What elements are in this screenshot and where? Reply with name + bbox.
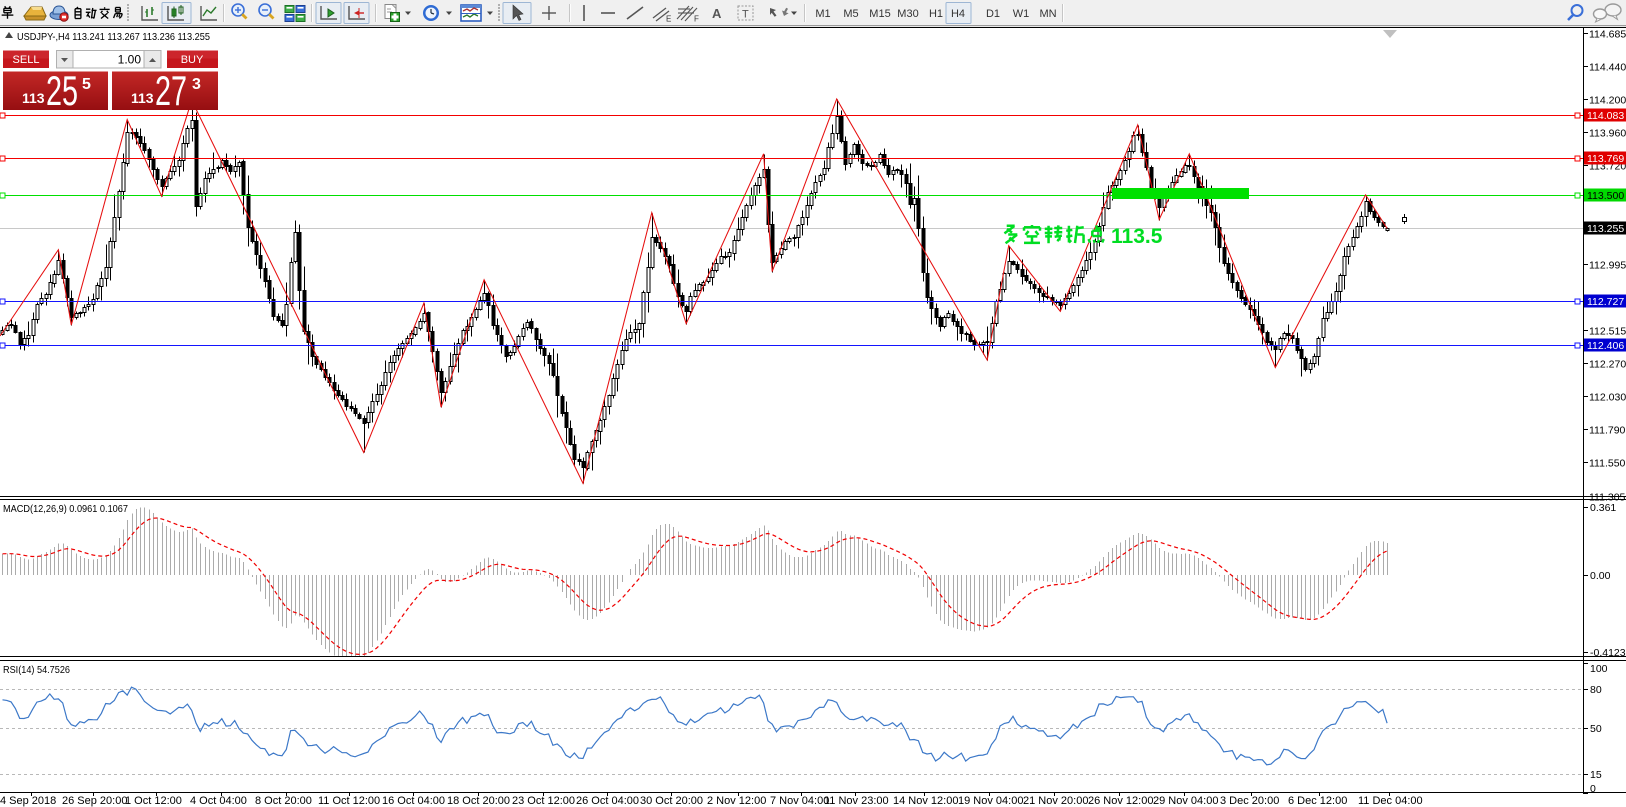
svg-text:29 Nov 04:00: 29 Nov 04:00	[1153, 795, 1218, 807]
svg-text:M30: M30	[897, 8, 918, 20]
svg-text:114.200: 114.200	[1589, 95, 1626, 107]
svg-text:0: 0	[1590, 783, 1596, 795]
svg-text:111.550: 111.550	[1589, 458, 1626, 470]
svg-text:USDJPY-,H4 113.241 113.267 11: USDJPY-,H4 113.241 113.267 113.236 113.2…	[17, 31, 210, 43]
svg-text:MACD(12,26,9) 0.0961 0.1067: MACD(12,26,9) 0.0961 0.1067	[3, 503, 128, 515]
svg-text:5: 5	[82, 76, 91, 93]
svg-text:26 Nov 12:00: 26 Nov 12:00	[1088, 795, 1153, 807]
svg-text:26 Oct 04:00: 26 Oct 04:00	[576, 795, 639, 807]
svg-text:112.270: 112.270	[1589, 359, 1626, 371]
svg-text:4 Sep 2018: 4 Sep 2018	[0, 795, 56, 807]
svg-text:14 Nov 12:00: 14 Nov 12:00	[893, 795, 958, 807]
svg-text:21 Nov 20:00: 21 Nov 20:00	[1023, 795, 1088, 807]
svg-text:H1: H1	[929, 8, 943, 20]
svg-text:15: 15	[1590, 769, 1602, 781]
svg-text:6 Dec 12:00: 6 Dec 12:00	[1288, 795, 1347, 807]
svg-text:27: 27	[155, 67, 187, 114]
svg-text:26 Sep 20:00: 26 Sep 20:00	[62, 795, 127, 807]
svg-text:50: 50	[1590, 723, 1602, 735]
svg-text:30 Oct 20:00: 30 Oct 20:00	[640, 795, 703, 807]
svg-text:113.960: 113.960	[1589, 128, 1626, 140]
svg-text:112.995: 112.995	[1589, 260, 1626, 272]
svg-text:100: 100	[1590, 663, 1608, 675]
svg-text:18 Oct 20:00: 18 Oct 20:00	[447, 795, 510, 807]
svg-text:11 Dec 04:00: 11 Dec 04:00	[1358, 795, 1423, 807]
svg-text:25: 25	[46, 67, 78, 114]
svg-text:112.515: 112.515	[1589, 326, 1626, 338]
svg-text:113: 113	[22, 90, 45, 106]
svg-text:112.030: 112.030	[1589, 392, 1626, 404]
svg-text:23 Oct 12:00: 23 Oct 12:00	[512, 795, 575, 807]
svg-text:112.727: 112.727	[1587, 296, 1624, 308]
svg-text:113.769: 113.769	[1587, 153, 1624, 165]
svg-text:3 Dec 20:00: 3 Dec 20:00	[1220, 795, 1279, 807]
svg-text:-0.4123: -0.4123	[1590, 647, 1626, 659]
svg-text:0.361: 0.361	[1590, 502, 1616, 514]
svg-text:114.440: 114.440	[1589, 62, 1626, 74]
svg-text:MN: MN	[1039, 8, 1056, 20]
svg-text:1.00: 1.00	[118, 53, 142, 67]
svg-text:16 Oct 04:00: 16 Oct 04:00	[382, 795, 445, 807]
svg-text:113.255: 113.255	[1587, 223, 1624, 235]
svg-text:80: 80	[1590, 684, 1602, 696]
svg-text:W1: W1	[1013, 8, 1030, 20]
svg-text:19 Nov 04:00: 19 Nov 04:00	[958, 795, 1023, 807]
svg-text:8 Oct 20:00: 8 Oct 20:00	[255, 795, 312, 807]
svg-text:113.5: 113.5	[1111, 225, 1163, 248]
svg-text:E: E	[666, 15, 671, 24]
svg-text:11 Oct 12:00: 11 Oct 12:00	[318, 795, 380, 807]
svg-text:0.00: 0.00	[1590, 570, 1611, 582]
svg-text:SELL: SELL	[13, 54, 40, 66]
svg-text:H4: H4	[951, 8, 965, 20]
svg-text:114.083: 114.083	[1587, 110, 1624, 122]
svg-text:T: T	[742, 9, 749, 21]
svg-text:M1: M1	[815, 8, 830, 20]
svg-text:BUY: BUY	[181, 54, 204, 66]
svg-text:D1: D1	[986, 8, 1000, 20]
svg-text:M15: M15	[869, 8, 890, 20]
svg-text:114.685: 114.685	[1589, 29, 1626, 41]
svg-text:111.790: 111.790	[1589, 425, 1626, 437]
svg-text:4 Oct 04:00: 4 Oct 04:00	[190, 795, 247, 807]
svg-text:113.500: 113.500	[1587, 190, 1624, 202]
svg-text:2 Nov 12:00: 2 Nov 12:00	[707, 795, 766, 807]
svg-text:7 Nov 04:00: 7 Nov 04:00	[770, 795, 829, 807]
svg-text:RSI(14) 54.7526: RSI(14) 54.7526	[3, 664, 70, 676]
svg-text:F: F	[694, 15, 699, 24]
svg-text:111.305: 111.305	[1589, 492, 1626, 504]
svg-text:3: 3	[192, 76, 201, 93]
svg-text:113: 113	[131, 90, 154, 106]
svg-text:112.406: 112.406	[1587, 340, 1624, 352]
svg-text:A: A	[712, 6, 722, 21]
svg-text:1 Oct 12:00: 1 Oct 12:00	[125, 795, 182, 807]
svg-text:11 Nov 23:00: 11 Nov 23:00	[824, 795, 889, 807]
svg-text:M5: M5	[843, 8, 858, 20]
